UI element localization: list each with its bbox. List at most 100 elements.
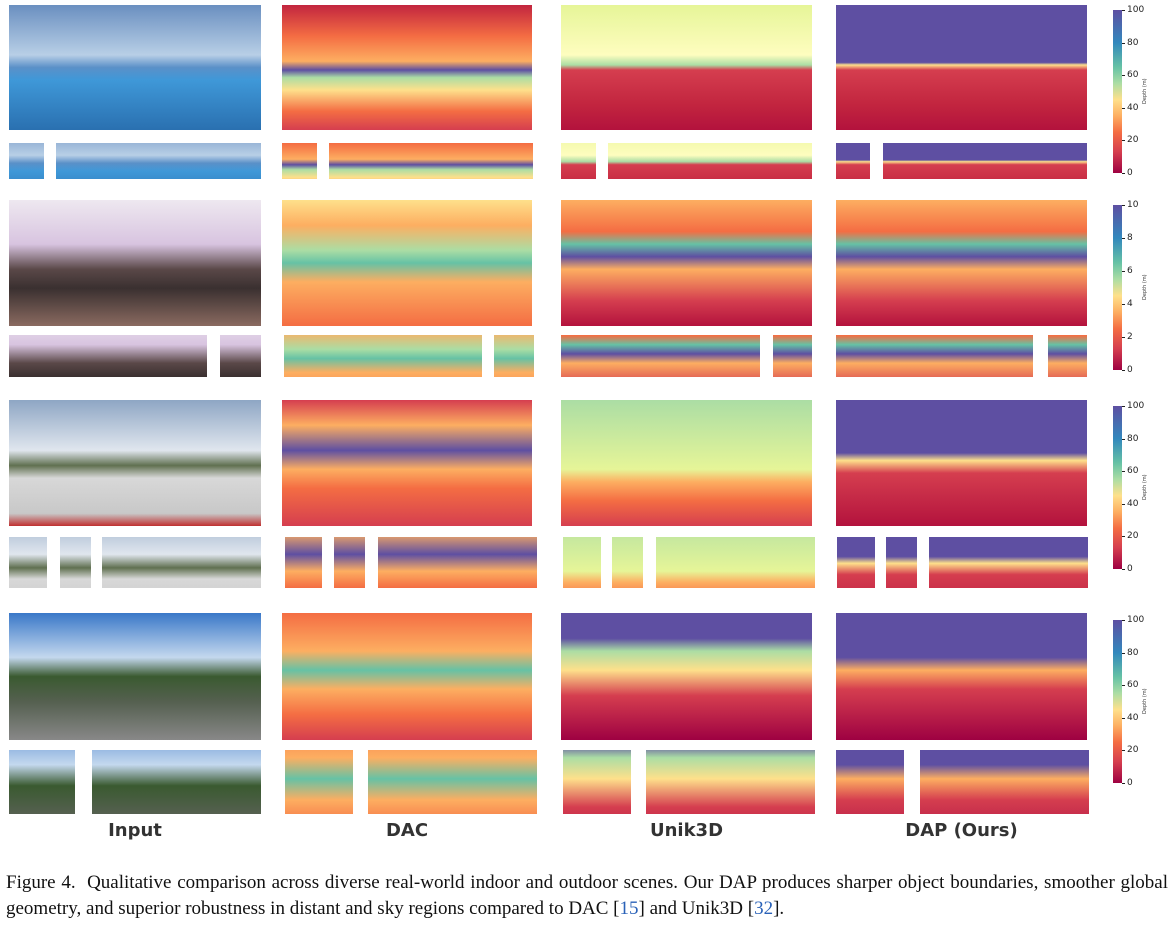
zoom-crop [9,537,47,588]
colorbar-tick-label: 6 [1127,266,1133,276]
colorbar-tick [1122,652,1125,654]
colorbar-tick [1122,337,1125,338]
zoom-crop [608,143,812,179]
colorbar-tick [1122,438,1125,440]
colorbar [1113,406,1122,569]
colorbar [1113,620,1122,783]
colorbar-tick [1122,783,1125,784]
colorbar-tick-label: 80 [1127,37,1139,48]
zoom-crop [656,537,815,588]
colorbar-tick [1122,304,1125,305]
depth-map [282,400,532,526]
colorbar-tick-label: 100 [1127,5,1145,15]
colorbar-tick [1122,10,1125,11]
colorbar-tick-label: 40 [1127,498,1139,509]
depth-map [836,200,1087,326]
colorbar-tick-label: 10 [1127,200,1139,210]
zoom-crop [836,750,904,814]
zoom-crop [773,335,812,377]
colorbar-tick-label: 0 [1127,365,1133,375]
zoom-crop [56,143,261,179]
colorbar-tick [1122,503,1125,505]
zoom-crop [60,537,91,588]
colorbar-tick [1122,173,1125,174]
depth-map [282,613,532,740]
colorbar-tick-label: 100 [1127,615,1145,625]
colorbar-tick [1122,536,1125,538]
colorbar-tick [1122,238,1125,239]
zoom-crop [886,537,917,588]
zoom-crop [368,750,537,814]
depth-map [282,200,532,326]
zoom-crop [9,143,44,179]
depth-map [836,613,1087,740]
zoom-crop [102,537,261,588]
caption-text: Qualitative comparison across diverse re… [6,872,1168,919]
zoom-crop [837,537,875,588]
colorbar-tick [1122,620,1125,621]
zoom-crop [561,335,760,377]
caption: Figure 4. Qualitative comparison across … [6,870,1168,922]
zoom-crop [285,750,353,814]
colorbar-tick [1122,471,1125,473]
column-label: DAP (Ours) [905,820,1018,841]
caption-label: Figure 4. [6,872,76,893]
zoom-crop [9,335,207,377]
citation[interactable]: 15 [619,898,639,919]
colorbar [1113,205,1122,370]
colorbar-tick-label: 20 [1127,531,1139,542]
input-image [9,613,261,740]
colorbar-tick [1122,406,1125,407]
column-label: Unik3D [649,820,724,841]
colorbar-tick [1122,107,1125,109]
colorbar-tick-label: 80 [1127,433,1139,444]
input-image [9,5,261,130]
zoom-crop [836,143,870,179]
depth-map [561,613,812,740]
colorbar-tick [1122,75,1125,77]
zoom-crop [561,143,596,179]
colorbar-tick-label: 20 [1127,745,1139,756]
column-label: DAC [385,820,429,841]
input-image [9,200,261,326]
colorbar-label: Depth (m) [1142,473,1148,500]
caption-text: ]. [773,898,785,919]
input-image [9,400,261,526]
colorbar-tick-label: 0 [1127,168,1133,178]
colorbar-tick-label: 40 [1127,712,1139,723]
depth-map [836,5,1087,130]
zoom-crop [836,335,1033,377]
colorbar-tick-label: 0 [1127,778,1133,788]
colorbar-label: Depth (m) [1142,273,1148,300]
zoom-crop [92,750,261,814]
colorbar-tick-label: 60 [1127,466,1139,477]
zoom-crop [563,537,601,588]
colorbar-tick-label: 60 [1127,70,1139,81]
colorbar-tick-label: 8 [1127,233,1133,243]
colorbar [1113,10,1122,173]
colorbar-tick-label: 4 [1127,299,1133,309]
zoom-crop [494,335,534,377]
colorbar-tick [1122,205,1125,206]
colorbar-tick [1122,140,1125,142]
depth-map [561,5,812,130]
colorbar-tick [1122,685,1125,687]
zoom-crop [284,335,482,377]
zoom-crop [285,537,322,588]
depth-map [561,200,812,326]
zoom-crop [929,537,1088,588]
citation[interactable]: 32 [754,898,774,919]
colorbar-tick-label: 0 [1127,564,1133,574]
zoom-crop [9,750,75,814]
colorbar-tick [1122,569,1125,570]
colorbar-tick [1122,271,1125,272]
colorbar-tick-label: 20 [1127,135,1139,146]
colorbar-tick [1122,370,1125,371]
depth-map [836,400,1087,526]
colorbar-tick-label: 2 [1127,332,1133,342]
zoom-crop [1048,335,1087,377]
zoom-crop [329,143,533,179]
depth-map [282,5,532,130]
caption-text: ] and Unik3D [ [638,898,755,919]
zoom-crop [378,537,537,588]
